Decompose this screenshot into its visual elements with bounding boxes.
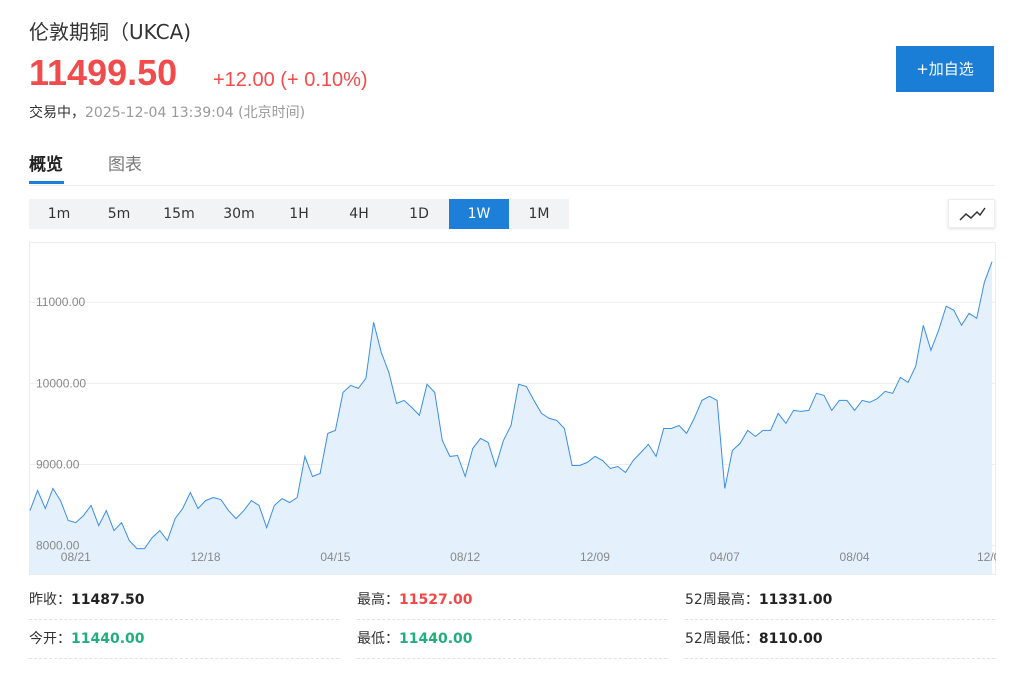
period-button[interactable]: 30m xyxy=(223,206,255,222)
x-tick-label: 12/18 xyxy=(191,550,221,564)
area-fill xyxy=(30,261,992,574)
stat-label: 最低： xyxy=(357,631,399,647)
change-abs: +12.00 xyxy=(213,69,275,91)
x-tick-label: 08/21 xyxy=(61,550,91,564)
stat: 最低：11440.00 xyxy=(357,620,667,659)
time: 2025-12-04 13:39:04 xyxy=(85,105,234,121)
y-tick-label: 10000.00 xyxy=(36,376,86,390)
tab-underline xyxy=(29,181,64,184)
period-button[interactable]: 1H xyxy=(289,206,309,222)
stat-value: 11487.50 xyxy=(71,592,145,608)
x-tick-label: 08/04 xyxy=(840,550,870,564)
instrument-name: 伦敦期铜（UKCA) xyxy=(29,20,192,44)
stat-value: 8110.00 xyxy=(758,631,823,647)
chart-type-button[interactable] xyxy=(948,199,995,228)
change-pct: (+ 0.10%) xyxy=(280,69,368,91)
price-line xyxy=(29,261,993,550)
period-button[interactable]: 15m xyxy=(163,206,195,222)
period-button[interactable]: 4H xyxy=(349,206,369,222)
stat-value: 11331.00 xyxy=(758,592,833,608)
stat-label: 52周最低： xyxy=(685,631,759,647)
period-button[interactable]: 1W xyxy=(449,199,509,229)
y-tick-label: 11000.00 xyxy=(36,295,85,309)
stat-label: 今开： xyxy=(29,631,71,647)
change: +12.00 (+ 0.10%) xyxy=(213,69,368,92)
period-bar: 1m 5m 15m 30m 1H 4H 1D 1W 1M xyxy=(29,199,569,229)
stat-label: 52周最高： xyxy=(685,592,759,608)
stat: 最高：11527.00 xyxy=(357,581,667,620)
stat: 昨收：11487.50 xyxy=(29,581,339,620)
status: 交易中， xyxy=(29,105,85,121)
chart: 8000.00 9000.00 10000.00 11000.00 08/21 12/18… xyxy=(29,242,1007,575)
timezone: (北京时间) xyxy=(238,105,306,121)
stat: 52周最低：8110.00 xyxy=(685,620,995,659)
period-button[interactable]: 1D xyxy=(409,206,429,222)
y-tick-label: 9000.00 xyxy=(36,457,80,471)
watch-button[interactable]: +加自选 xyxy=(896,46,994,92)
stat-value: 11527.00 xyxy=(399,592,473,608)
line-icon xyxy=(959,207,986,221)
stat: 今开：11440.00 xyxy=(29,620,339,659)
x-tick-label: 12/09 xyxy=(580,550,610,564)
period-button[interactable]: 1M xyxy=(528,206,550,222)
stat-label: 昨收： xyxy=(29,592,71,608)
tab[interactable]: 图表 xyxy=(108,155,142,175)
period-button[interactable]: 1m xyxy=(47,206,71,222)
stat-value: 11440.00 xyxy=(399,631,473,647)
y-tick-label: 8000.00 xyxy=(36,539,80,553)
x-tick-label: 12/04 xyxy=(977,550,1007,564)
stat-value: 11440.00 xyxy=(71,631,145,647)
chart-frame xyxy=(29,242,996,575)
price: 11499.50 xyxy=(29,52,178,93)
x-tick-label: 04/15 xyxy=(320,550,350,564)
x-tick-label: 04/07 xyxy=(710,550,740,564)
divider xyxy=(29,185,995,186)
period-button[interactable]: 5m xyxy=(107,206,131,222)
x-tick-label: 08/12 xyxy=(450,550,480,564)
status-line: 交易中，2025-12-04 13:39:04 (北京时间) xyxy=(29,102,305,122)
tab[interactable]: 概览 xyxy=(29,155,63,175)
stat-label: 最高： xyxy=(357,592,399,608)
stat: 52周最高：11331.00 xyxy=(685,581,995,620)
